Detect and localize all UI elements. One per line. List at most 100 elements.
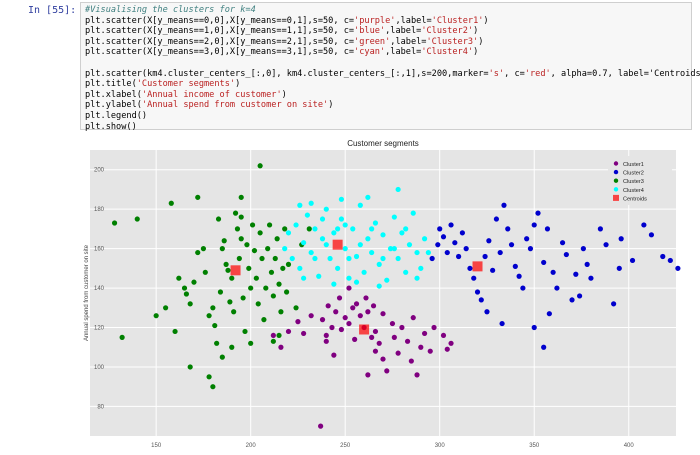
scatter-point-cluster3 [229, 275, 235, 281]
scatter-point-cluster1 [342, 315, 348, 321]
scatter-point-cluster3 [234, 226, 241, 232]
scatter-point-cluster3 [282, 226, 288, 232]
scatter-point-cluster3 [225, 267, 231, 273]
scatter-point-cluster4 [350, 226, 356, 232]
scatter-point-cluster3 [212, 322, 218, 329]
scatter-point-cluster1 [308, 313, 314, 319]
scatter-point-cluster4 [312, 255, 318, 262]
scatter-point-cluster3 [285, 261, 292, 267]
scatter-point-cluster2 [456, 253, 462, 260]
scatter-point-cluster1 [346, 320, 352, 327]
code-comment: #Visualising the clusters for k=4 [85, 5, 256, 15]
scatter-point-cluster4 [285, 230, 292, 236]
code-line: plt.legend() [85, 110, 148, 121]
scatter-point-cluster2 [618, 236, 624, 242]
scatter-point-cluster1 [408, 358, 414, 364]
scatter-point-cluster4 [353, 279, 360, 285]
scatter-point-cluster2 [546, 311, 552, 317]
scatter-point-cluster4 [410, 210, 416, 216]
scatter-point-cluster3 [276, 281, 282, 287]
scatter-point-cluster3 [249, 222, 256, 228]
scatter-point-cluster1 [431, 324, 437, 331]
scatter-point-cluster1 [410, 315, 416, 321]
scatter-point-cluster1 [372, 328, 379, 335]
scatter-point-cluster3 [231, 309, 237, 315]
code-line: plt.scatter(X[y_means==1,0],X[y_means==1… [85, 26, 479, 37]
scatter-point-cluster1 [333, 309, 339, 315]
scatter-point-cluster1 [391, 334, 397, 340]
scatter-point-cluster1 [427, 348, 433, 354]
scatter-point-cluster3 [268, 269, 275, 275]
y-tick-label: 140 [94, 286, 105, 292]
legend-label: Cluster4 [623, 188, 644, 194]
scatter-point-cluster1 [346, 285, 352, 291]
scatter-point-cluster4 [376, 261, 382, 267]
scatter-point-cluster2 [531, 222, 537, 228]
scatter-point-cluster4 [308, 200, 314, 206]
scatter-point-cluster4 [395, 186, 401, 193]
scatter-point-cluster2 [603, 242, 609, 248]
scatter-point-cluster4 [282, 246, 288, 252]
scatter-point-cluster4 [380, 232, 386, 238]
scatter-point-cluster2 [554, 285, 560, 291]
code-cell-input[interactable]: #Visualising the clusters for k=4 plt.sc… [80, 2, 700, 132]
centroid-point [332, 239, 343, 250]
scatter-point-cluster1 [365, 372, 371, 378]
scatter-point-cluster4 [418, 265, 424, 271]
scatter-point-cluster4 [376, 283, 382, 289]
scatter-point-cluster1 [440, 332, 447, 339]
scatter-point-cluster1 [399, 324, 405, 331]
scatter-point-cluster4 [297, 202, 303, 208]
scatter-point-cluster1 [329, 324, 335, 331]
scatter-point-cluster3 [176, 275, 182, 281]
scatter-point-cluster4 [369, 226, 375, 232]
scatter-point-cluster3 [187, 301, 193, 307]
scatter-point-cluster4 [338, 196, 345, 202]
scatter-point-cluster4 [331, 230, 337, 236]
scatter-point-cluster1 [372, 348, 379, 354]
legend-label: Cluster1 [623, 162, 644, 168]
scatter-point-cluster1 [370, 303, 377, 309]
scatter-point-cluster4 [338, 216, 345, 222]
scatter-point-cluster2 [478, 297, 484, 303]
scatter-point-cluster4 [319, 236, 326, 242]
scatter-point-cluster3 [210, 384, 216, 390]
scatter-point-cluster3 [214, 340, 220, 346]
scatter-point-cluster2 [611, 301, 617, 307]
scatter-point-cluster3 [223, 261, 229, 267]
centroid-point [230, 265, 241, 276]
x-tick-label: 400 [624, 443, 635, 449]
cell-prompt: In [55]: [28, 5, 77, 16]
scatter-point-cluster2 [588, 275, 594, 281]
scatter-point-cluster2 [660, 253, 666, 260]
scatter-point-cluster4 [425, 249, 431, 256]
code-line-blank [85, 58, 90, 68]
scatter-point-cluster4 [319, 216, 326, 222]
scatter-point-cluster3 [270, 293, 276, 299]
scatter-point-cluster1 [278, 344, 284, 350]
scatter-point-cluster2 [499, 320, 505, 327]
scatter-point-cluster4 [323, 242, 329, 248]
code-editor[interactable]: #Visualising the clusters for k=4 plt.sc… [85, 5, 700, 132]
scatter-point-cluster2 [569, 297, 575, 303]
scatter-point-cluster4 [301, 275, 307, 281]
scatter-point-cluster3 [134, 216, 140, 222]
scatter-point-cluster1 [384, 368, 390, 374]
scatter-point-cluster1 [376, 340, 382, 346]
scatter-point-cluster1 [353, 301, 360, 307]
scatter-point-cluster3 [183, 291, 190, 297]
scatter-point-cluster1 [365, 309, 371, 315]
scatter-point-cluster3 [244, 242, 250, 248]
scatter-point-cluster3 [283, 289, 290, 295]
code-line: plt.scatter(X[y_means==2,0],X[y_means==2… [85, 36, 484, 47]
scatter-point-cluster4 [384, 277, 390, 283]
scatter-point-cluster2 [474, 289, 481, 295]
scatter-point-cluster1 [380, 311, 386, 317]
scatter-point-cluster2 [497, 249, 503, 256]
scatter-point-cluster1 [295, 319, 301, 325]
x-tick-label: 300 [435, 443, 446, 449]
scatter-point-cluster2 [675, 265, 681, 271]
scatter-point-cluster1 [389, 320, 396, 327]
scatter-point-cluster1 [325, 303, 331, 309]
scatter-point-cluster1 [270, 332, 276, 339]
